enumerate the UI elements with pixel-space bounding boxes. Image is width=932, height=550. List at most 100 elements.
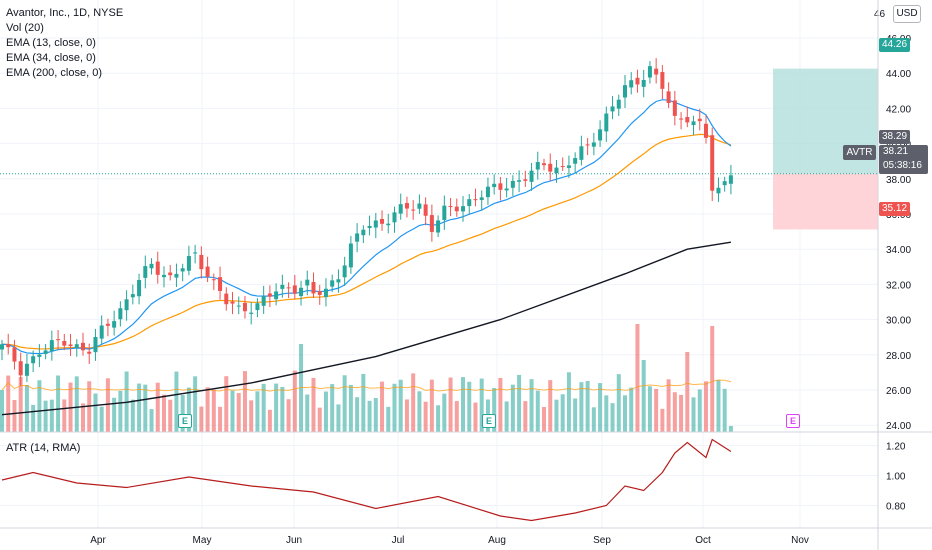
candle-body (330, 280, 335, 287)
candle-body (161, 274, 166, 278)
stop-price-tag: 35.12 (879, 202, 910, 216)
loss-zone (773, 173, 878, 230)
candle-body (691, 121, 696, 126)
ema13-legend[interactable]: EMA (13, close, 0) (6, 37, 96, 49)
atr-legend[interactable]: ATR (14, RMA) (6, 442, 81, 454)
price-axis-label: 38.00 (886, 175, 911, 186)
candle-body (299, 287, 304, 297)
grid-lines (0, 0, 878, 528)
candle-body (703, 123, 708, 138)
candle-body (635, 77, 640, 85)
candle-body (56, 339, 61, 341)
candle-body (180, 268, 185, 272)
volume-bar (398, 379, 403, 432)
candlesticks (0, 58, 733, 386)
volume-bar (174, 371, 179, 432)
candle-body (492, 183, 497, 188)
earnings-marker[interactable]: E (482, 414, 496, 428)
volume-bar (105, 378, 110, 432)
volume-bar (728, 426, 733, 432)
candle-body (31, 356, 36, 364)
candle-body (710, 135, 715, 191)
volume-bar (12, 399, 17, 432)
volume-bar (161, 394, 166, 432)
volume-ma-line (1, 379, 732, 392)
volume-bar (137, 383, 142, 432)
time-axis-label: Jun (286, 535, 302, 546)
candle-body (348, 243, 353, 268)
candle-body (510, 180, 515, 188)
volume-bar (230, 390, 235, 432)
volume-bar (473, 402, 478, 432)
volume-bar (336, 404, 341, 432)
vol-legend[interactable]: Vol (20) (6, 22, 44, 34)
atr-axis-label: 1.20 (886, 442, 906, 453)
earnings-marker[interactable]: E (178, 414, 192, 428)
candle-body (292, 285, 297, 294)
candle-body (323, 288, 328, 298)
candle-body (211, 279, 216, 281)
volume-bar (579, 382, 584, 432)
volume-bar (0, 390, 4, 432)
volume-bar (186, 387, 191, 432)
volume-bar (566, 372, 571, 432)
candle-body (672, 100, 677, 116)
volume-bar (112, 397, 117, 432)
volume-bar (498, 377, 503, 432)
volume-bar (554, 399, 559, 432)
candle-body (168, 272, 173, 276)
volume-bar (267, 409, 272, 432)
volume-bar (417, 391, 422, 432)
volume-bar (43, 400, 48, 432)
earnings-marker-upcoming[interactable]: E (786, 414, 800, 428)
volume-bar (261, 383, 266, 432)
candle-body (436, 220, 441, 233)
candle-body (579, 146, 584, 160)
candle-body (404, 203, 409, 209)
volume-bar (641, 360, 646, 432)
volume-bar (722, 388, 727, 432)
volume-bar (31, 404, 36, 432)
candle-body (591, 142, 596, 147)
ema200-legend[interactable]: EMA (200, close, 0) (6, 67, 102, 79)
volume-bar (660, 408, 665, 432)
volume-bar (348, 384, 353, 432)
candle-body (411, 209, 416, 211)
candle-body (448, 206, 453, 208)
candle-body (311, 282, 316, 294)
ema13-line (1, 99, 732, 355)
candle-body (535, 162, 540, 170)
volume-bar (616, 374, 621, 432)
volume-bar (448, 377, 453, 432)
price-axis-label: 24.00 (886, 421, 911, 432)
volume-bar (436, 405, 441, 432)
candle-body (361, 229, 366, 236)
volume-bar (666, 379, 671, 432)
price-axis-label: 30.00 (886, 316, 911, 327)
candle-body (585, 144, 590, 146)
symbol-title[interactable]: Avantor, Inc., 1D, NYSE (6, 7, 124, 19)
candle-body (174, 273, 179, 278)
candle-body (286, 287, 291, 289)
price-axis-label: 46 (874, 9, 886, 20)
candle-body (554, 167, 559, 174)
currency-button[interactable]: USD (893, 5, 921, 23)
volume-bar (573, 398, 578, 432)
candle-body (193, 252, 198, 254)
volume-bar (598, 383, 603, 432)
candle-body (610, 106, 615, 112)
time-axis-label: May (193, 535, 212, 546)
candle-body (479, 197, 484, 200)
volume-bar (155, 382, 160, 432)
candle-body (267, 293, 272, 297)
volume-bar (205, 387, 210, 432)
volume-bar (323, 391, 328, 432)
volume-bar (149, 409, 154, 432)
ema34-legend[interactable]: EMA (34, close, 0) (6, 52, 96, 64)
candle-body (467, 199, 472, 207)
volume-bar (218, 406, 223, 432)
volume-bar (672, 392, 677, 432)
volume-bar (529, 379, 534, 432)
volume-bar (373, 398, 378, 432)
